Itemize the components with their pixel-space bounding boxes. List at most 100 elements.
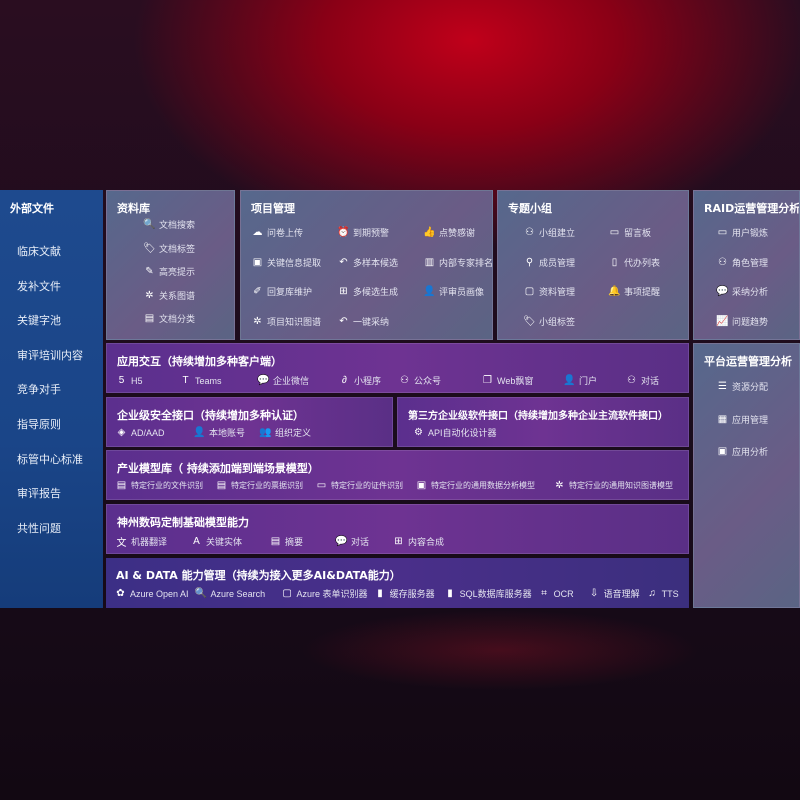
ocr-icon: ⌗ [541,588,547,599]
feature-item[interactable]: ⊞ 多候选生成 [337,285,398,298]
sidebar-item[interactable]: 审评培训内容 [17,348,83,362]
feature-item[interactable]: ↶ 多样本候选 [337,256,398,269]
feature-label: 资源分配 [732,382,769,392]
sidebar-item[interactable]: 指导原则 [17,418,61,431]
feature-label: 问卷上传 [267,228,304,238]
clipboard-icon: ▯ [611,256,618,268]
feature-item[interactable]: ⚇ 对话 [625,374,685,387]
panel-security: 企业级安全接口（持续增加多种认证） ◈ AD/AAD 👤 本地账号 👥 组织定义 [106,397,393,447]
feature-item[interactable]: ◈ AD/AAD [115,427,193,438]
feature-item[interactable]: ∂ 小程序 [338,374,398,387]
feature-item[interactable]: ▮ 缓存服务器 [374,587,444,600]
feature-label: 回复库维护 [267,287,313,297]
feature-label: 特定行业的文件识别 [131,481,203,490]
feature-item[interactable]: 👥 组织定义 [259,426,339,439]
feature-label: 高亮提示 [159,267,196,277]
feature-item[interactable]: ✲ 特定行业的通用知识图谱模型 [553,480,683,491]
feature-item[interactable]: ⇩ 语音理解 [588,587,646,600]
feature-item[interactable]: ▤ 特定行业的票据识别 [215,480,315,491]
feature-item[interactable]: ⚲ 成员管理 [523,256,575,269]
feature-item[interactable]: ▦ 应用管理 [716,413,768,426]
feature-item[interactable]: 📈 问题趋势 [716,315,768,328]
feature-item[interactable]: T Teams [179,375,257,386]
search-icon: 🔍 [194,588,208,599]
feature-item[interactable]: ▢ Azure 表单识别器 [281,587,374,600]
feature-label: 内部专家排名 [439,257,493,268]
feature-item[interactable]: 💬 采纳分析 [716,285,768,298]
sidebar-item[interactable]: 关键字池 [17,314,61,328]
feature-item[interactable]: ✲ 项目知识图谱 [251,315,321,328]
feature-item[interactable]: 🏷 小组标签 [523,315,575,328]
feature-item[interactable]: ▥ 内部专家排名 [423,256,493,269]
feature-item[interactable]: 👤 本地账号 [193,426,259,439]
sidebar-item[interactable]: 共性问题 [17,521,61,535]
feature-item[interactable]: ↶ 一键采纳 [337,315,389,328]
pen-icon: ✎ [145,266,154,277]
feature-item[interactable]: ▢ 资料管理 [523,285,575,298]
feature-label: 关系图谱 [159,290,196,301]
feature-item[interactable]: 5 H5 [115,375,179,386]
feature-label: 一键采纳 [353,316,390,327]
feature-item[interactable]: ✿ Azure Open AI [114,588,195,599]
feature-label: 门户 [579,376,598,386]
feature-item[interactable]: ▭ 留言板 [608,226,651,239]
feature-item[interactable]: ☁ 问卷上传 [251,226,304,239]
sidebar-item[interactable]: 竞争对手 [17,383,61,397]
feature-item[interactable]: ⌗ OCR [538,588,588,599]
feature-item[interactable]: 👤 评审员画像 [423,285,484,298]
feature-item[interactable]: ▣ 关键信息提取 [251,256,321,269]
feature-item[interactable]: 🏷 文档标签 [143,242,195,255]
feature-label: 特定行业的通用数据分析模型 [431,481,535,490]
feature-item[interactable]: ⏰ 到期预警 [337,226,389,239]
feature-label: 多样本候选 [353,257,399,268]
feature-row: 5 H5 T Teams 💬 企业微信 ∂ 小程序 ⚇ 公众号 ❐ Web飘窗 👤 门户 ⚇ 对话 [115,374,685,387]
feature-item[interactable]: 🔍 Azure Search [195,588,281,599]
feature-item[interactable]: 👍 点赞感谢 [423,226,475,239]
feature-label: 成员管理 [539,257,576,268]
bell-icon: 🔔 [608,286,621,297]
feature-item[interactable]: ⚙ API自动化设计器 [412,426,562,439]
feature-item[interactable]: ⚇ 小组建立 [523,226,575,239]
feature-label: 采纳分析 [732,287,769,297]
api-gear-icon: ⚙ [414,427,423,438]
feature-label: 小程序 [354,376,382,386]
feature-item[interactable]: ♫ TTS [646,588,686,599]
feature-item[interactable]: ⚇ 公众号 [398,374,481,387]
feature-item[interactable]: ⊞ 内容合成 [392,535,482,548]
feature-item[interactable]: ▣ 应用分析 [716,445,768,458]
feature-item[interactable]: ▯ 代办列表 [608,256,660,269]
feature-label: 内容合成 [408,537,445,547]
sidebar-item[interactable]: 临床文献 [17,245,61,258]
feature-item[interactable]: ☰ 资源分配 [716,380,768,393]
feature-item[interactable]: ⚇ 角色管理 [716,256,768,269]
sidebar-item[interactable]: 发补文件 [17,279,61,293]
sidebar-item[interactable]: 标管中心标准 [17,452,83,466]
feature-item[interactable]: ▭ 特定行业的证件识别 [315,480,415,491]
feature-item[interactable]: 💬 企业微信 [257,374,338,387]
feature-item[interactable]: 文机器翻译 [115,534,190,549]
feature-item[interactable]: ▣ 特定行业的通用数据分析模型 [415,480,553,491]
feature-item[interactable]: A 关键实体 [190,535,269,548]
feature-item[interactable]: ✎ 高亮提示 [143,265,195,278]
feature-label: API自动化设计器 [428,428,497,438]
feature-label: 事项提醒 [624,287,661,297]
feature-label: 到期预警 [353,228,390,238]
feature-item[interactable]: 👤 门户 [563,374,625,387]
feature-item[interactable]: ▤ 特定行业的文件识别 [115,480,215,491]
form-icon: ▢ [282,588,292,599]
puzzle-icon: ⊞ [339,286,348,297]
feature-item[interactable]: ▮ SQL数据库服务器 [444,587,538,600]
panel-title: RAID运营管理分析 [704,202,800,215]
feature-item[interactable]: ▤ 摘要 [269,535,335,548]
sidebar-item[interactable]: 审评报告 [17,487,61,501]
feature-item[interactable]: 🔍 文档搜索 [143,218,195,231]
feature-item[interactable]: 🔔 事项提醒 [608,285,660,298]
feature-item[interactable]: ▤ 文档分类 [143,312,195,325]
feature-item[interactable]: ✐ 回复库维护 [251,285,312,298]
feature-item[interactable]: ▭ 用户锻炼 [716,226,768,239]
feature-item[interactable]: 💬 对话 [335,535,392,548]
sidebar-external-files: 外部文件 临床文献 发补文件 关键字池 审评培训内容 竞争对手 指导原则 标管中心标准 审评报… [0,190,103,608]
feature-item[interactable]: ❐ Web飘窗 [481,374,563,387]
cache-icon: ▮ [377,588,383,599]
feature-item[interactable]: ✲ 关系图谱 [143,289,195,302]
